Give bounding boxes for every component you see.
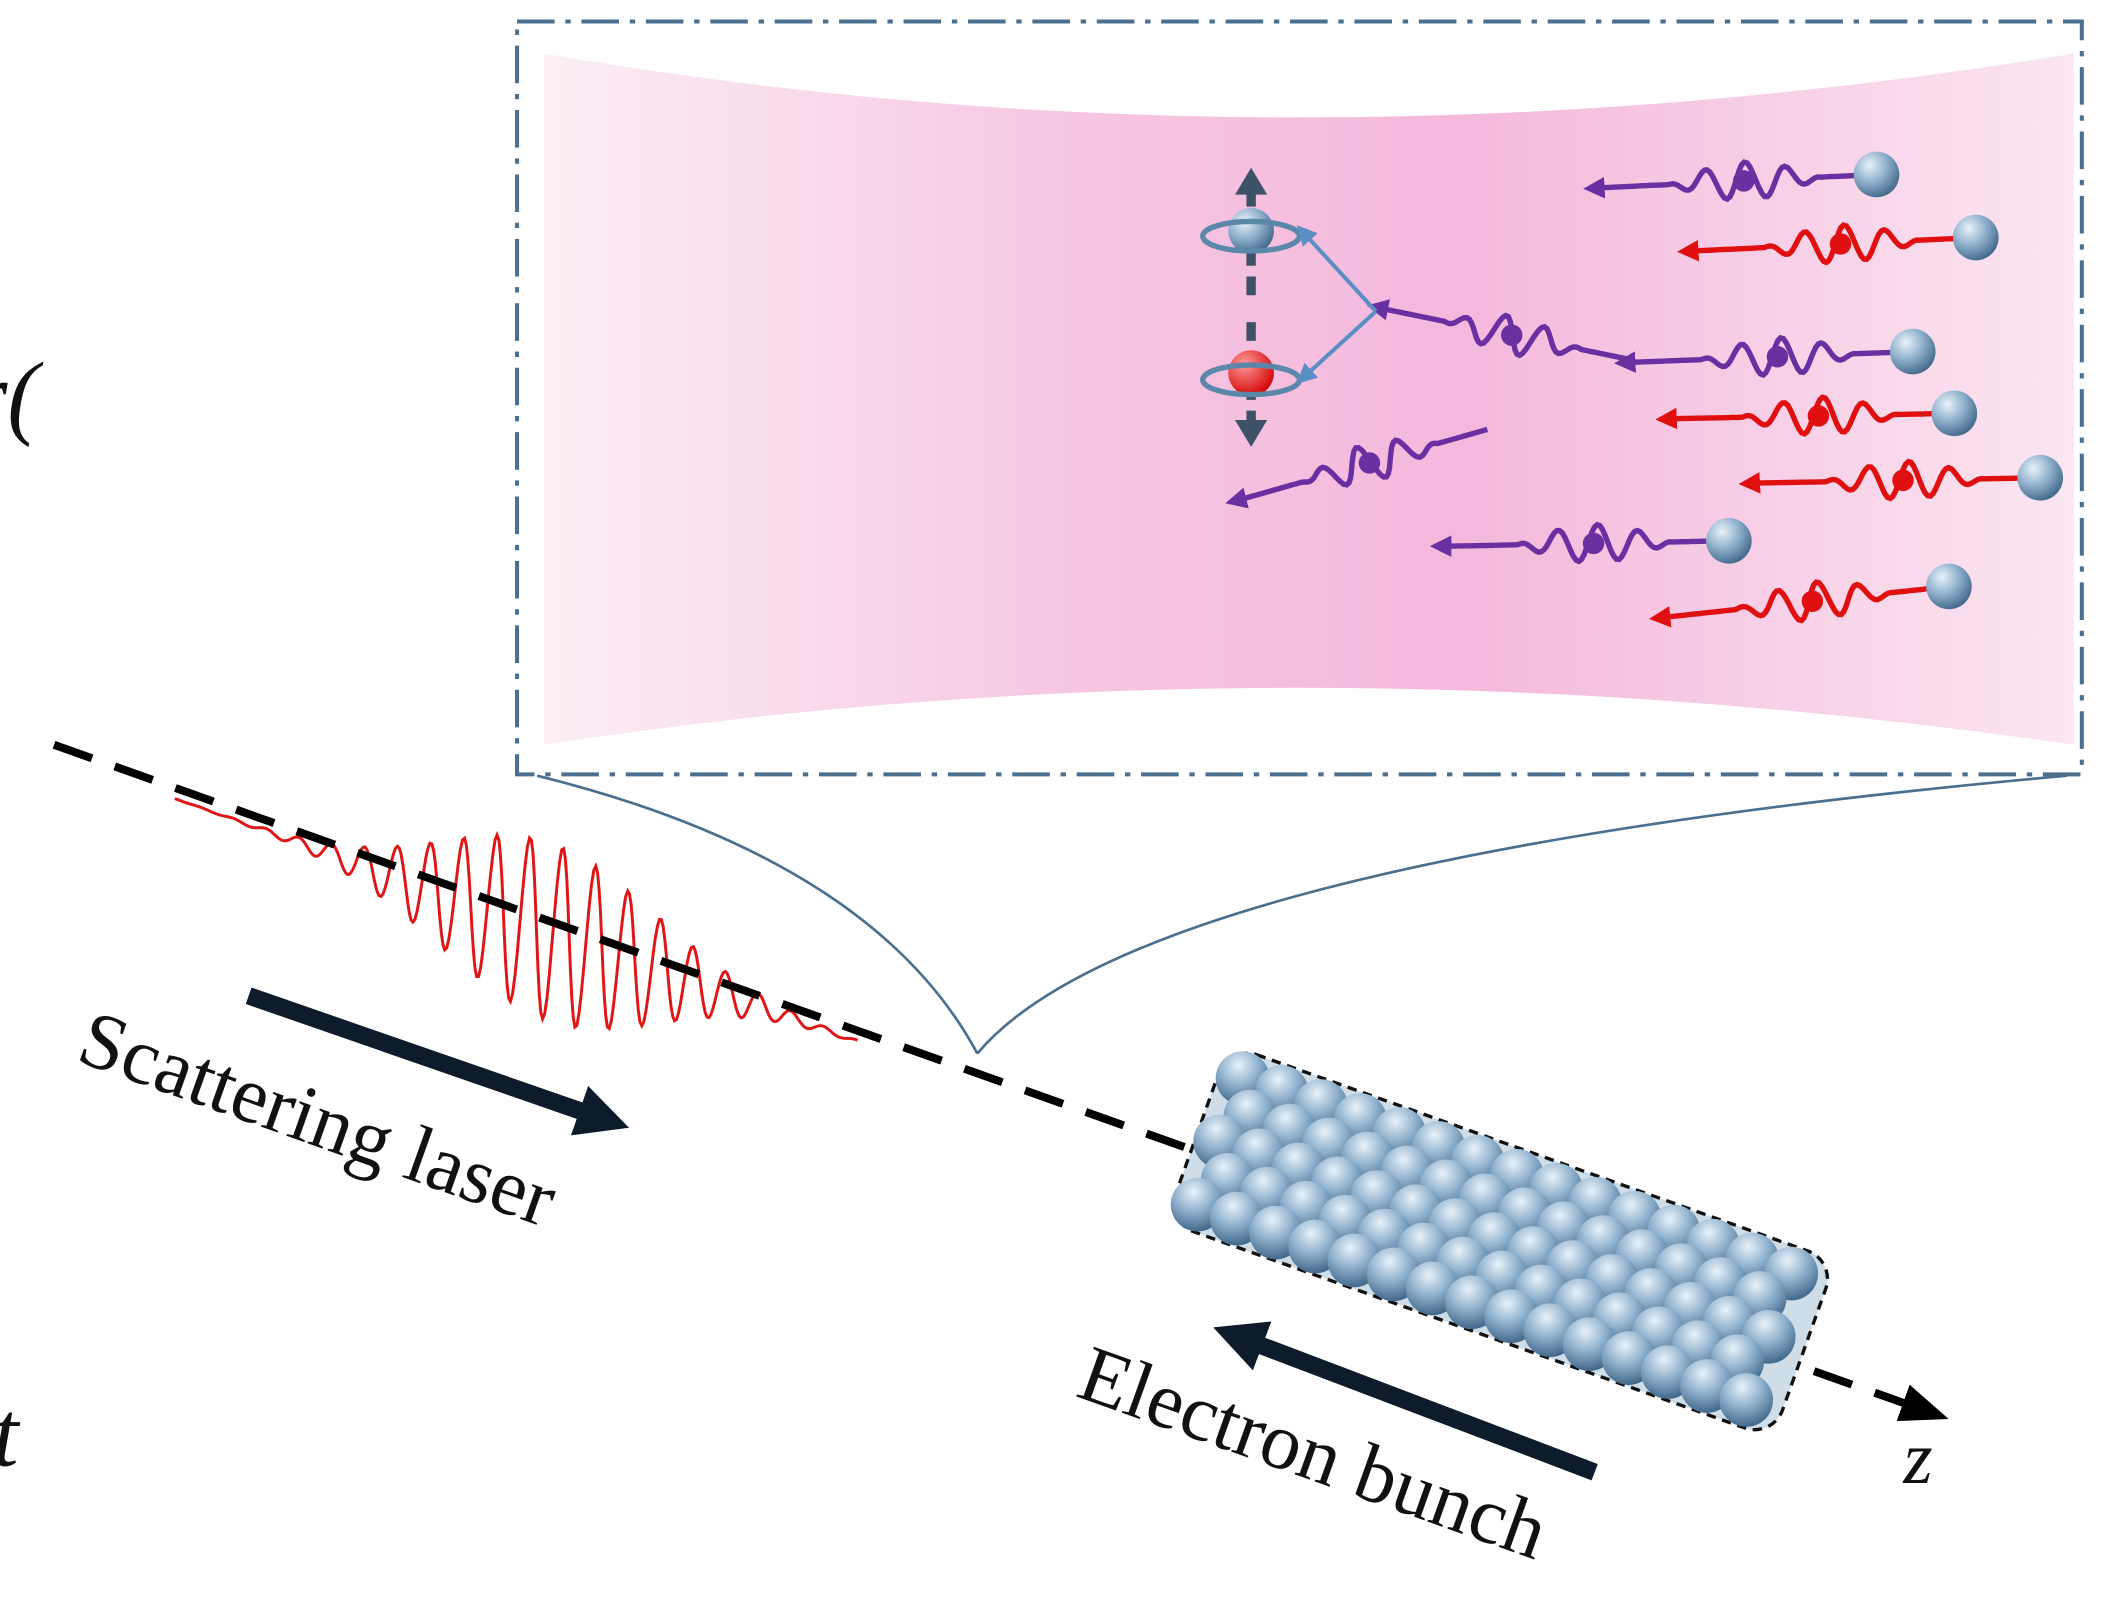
electron — [1854, 152, 1900, 198]
zoom-line — [537, 776, 977, 1054]
electron — [1228, 208, 1274, 254]
electron-bunch — [1163, 1044, 1835, 1438]
edge-text: r( — [0, 344, 44, 448]
laser-focus — [544, 54, 2074, 745]
photon-dot — [1892, 470, 1913, 491]
edge-text: t — [0, 1382, 20, 1486]
photon-dot — [1808, 405, 1829, 426]
photon-dot — [1767, 346, 1788, 367]
electron — [2017, 455, 2063, 501]
photon-dot — [1830, 233, 1851, 254]
photon-dot — [1802, 591, 1823, 612]
electron — [1706, 518, 1752, 564]
diagram: Scattering laser Electron bunch z r( t — [0, 0, 2105, 1601]
photon-dot — [1359, 452, 1380, 473]
electron — [1926, 564, 1972, 610]
axis-label: z — [1902, 1417, 1932, 1500]
photon-dot — [1501, 324, 1522, 345]
electron — [1932, 391, 1978, 437]
page: {"labels": {"scattering_laser": "Scatter… — [0, 0, 2105, 1601]
photon-dot — [1583, 533, 1604, 554]
laser-label: Scattering laser — [68, 993, 568, 1244]
electron — [1890, 329, 1936, 375]
zoom-line — [977, 776, 2067, 1054]
electron — [1228, 350, 1274, 396]
photon-dot — [1733, 170, 1754, 191]
electron — [1953, 215, 1999, 261]
